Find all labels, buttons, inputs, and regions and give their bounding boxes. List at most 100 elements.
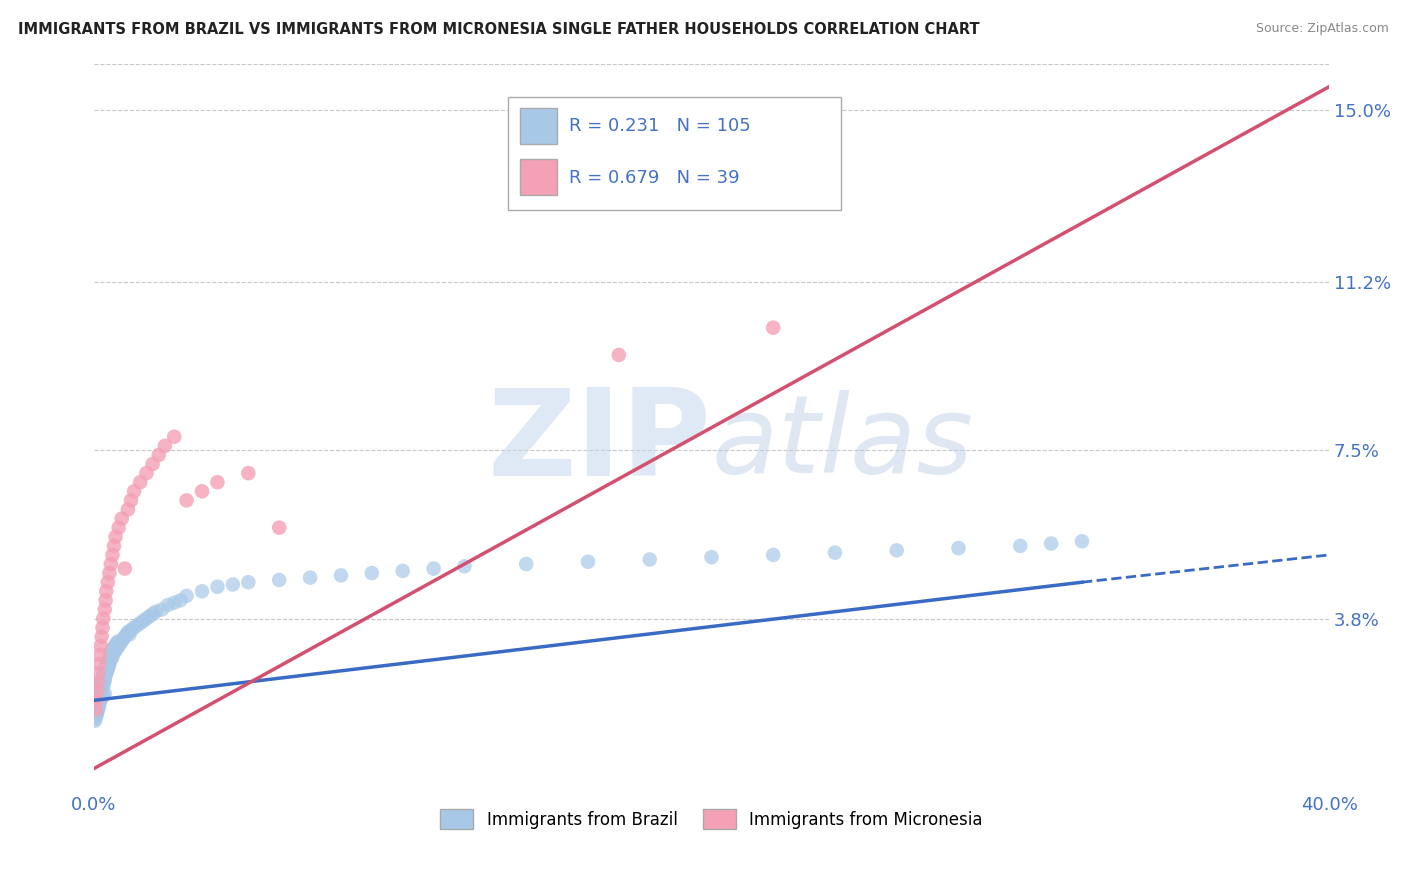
Point [84, 698, 107, 712]
Point [86, 706, 108, 721]
Point [91, 611, 114, 625]
Point [238, 575, 260, 590]
Point [329, 568, 352, 582]
Point [391, 564, 413, 578]
Point [97, 662, 120, 676]
Point [150, 602, 173, 616]
Point [96, 584, 118, 599]
Point [87, 691, 110, 706]
Point [89, 657, 111, 671]
Point [94, 593, 117, 607]
Point [101, 641, 124, 656]
Point [576, 555, 599, 569]
Point [142, 457, 165, 471]
Point [89, 698, 111, 712]
Point [86, 693, 108, 707]
Point [163, 596, 186, 610]
Point [103, 539, 125, 553]
Point [87, 700, 110, 714]
Point [191, 584, 214, 599]
Point [87, 666, 110, 681]
Point [98, 657, 121, 671]
Point [89, 648, 111, 662]
Point [98, 650, 121, 665]
Point [104, 530, 127, 544]
Point [145, 605, 167, 619]
Point [91, 689, 114, 703]
Point [107, 639, 129, 653]
Point [111, 634, 134, 648]
Text: IMMIGRANTS FROM BRAZIL VS IMMIGRANTS FROM MICRONESIA SINGLE FATHER HOUSEHOLDS CO: IMMIGRANTS FROM BRAZIL VS IMMIGRANTS FRO… [18, 22, 980, 37]
Point [103, 646, 125, 660]
FancyBboxPatch shape [520, 159, 557, 195]
Point [89, 677, 111, 691]
Point [84, 706, 107, 721]
Point [176, 589, 198, 603]
Point [607, 348, 630, 362]
Point [638, 552, 661, 566]
Point [108, 636, 131, 650]
Point [93, 666, 115, 681]
Point [117, 502, 139, 516]
Point [360, 566, 382, 581]
Point [84, 709, 107, 723]
Point [453, 559, 475, 574]
Point [90, 639, 112, 653]
Point [299, 571, 322, 585]
Point [90, 630, 112, 644]
Point [107, 634, 129, 648]
Point [422, 561, 444, 575]
Point [91, 680, 114, 694]
Point [238, 466, 260, 480]
Legend: Immigrants from Brazil, Immigrants from Micronesia: Immigrants from Brazil, Immigrants from … [433, 803, 990, 835]
Point [886, 543, 908, 558]
Point [86, 700, 108, 714]
Point [97, 659, 120, 673]
Point [100, 557, 122, 571]
Point [90, 675, 112, 690]
Point [176, 493, 198, 508]
Point [89, 693, 111, 707]
Point [107, 521, 129, 535]
Point [86, 684, 108, 698]
Point [89, 681, 111, 696]
Point [89, 687, 111, 701]
Point [96, 659, 118, 673]
Point [762, 548, 785, 562]
Point [87, 696, 110, 710]
Point [142, 607, 165, 621]
Point [94, 668, 117, 682]
Point [105, 641, 128, 656]
Point [87, 702, 110, 716]
Text: R = 0.679   N = 39: R = 0.679 N = 39 [569, 169, 740, 187]
Point [1071, 534, 1094, 549]
Point [122, 621, 145, 635]
Point [135, 611, 157, 625]
Point [90, 691, 112, 706]
Text: atlas: atlas [711, 390, 973, 495]
Point [90, 684, 112, 698]
Point [98, 566, 121, 581]
Point [191, 484, 214, 499]
Point [515, 557, 537, 571]
Point [96, 664, 118, 678]
Point [87, 675, 110, 690]
Point [94, 662, 117, 676]
Point [86, 693, 108, 707]
Point [93, 673, 115, 687]
Point [269, 573, 291, 587]
Point [207, 580, 229, 594]
Point [105, 636, 128, 650]
Point [1040, 536, 1063, 550]
Point [93, 675, 115, 690]
Point [222, 577, 245, 591]
Point [118, 627, 141, 641]
Point [84, 702, 107, 716]
Point [93, 687, 115, 701]
Point [100, 652, 122, 666]
Point [157, 598, 180, 612]
Point [91, 668, 114, 682]
FancyBboxPatch shape [520, 108, 557, 144]
Point [97, 575, 120, 590]
Point [207, 475, 229, 490]
